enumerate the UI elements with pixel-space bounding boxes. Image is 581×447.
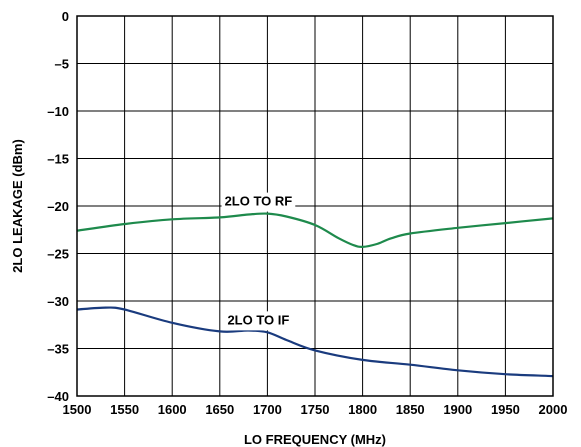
series-label-rf: 2LO TO RF <box>225 194 293 209</box>
x-tick-label: 1500 <box>63 402 92 417</box>
x-tick-label: 1700 <box>253 402 282 417</box>
series-label-background <box>221 192 296 212</box>
x-tick-label: 1650 <box>205 402 234 417</box>
series-label-if: 2LO TO IF <box>227 312 289 327</box>
grid <box>76 15 554 397</box>
x-tick-label: 1800 <box>348 402 377 417</box>
y-tick-label: –35 <box>47 342 69 357</box>
y-tick-label: –25 <box>47 247 69 262</box>
y-tick-label: –15 <box>47 152 69 167</box>
series-lines <box>76 212 554 378</box>
y-tick-label: –40 <box>47 389 69 404</box>
series-line-if <box>76 306 554 378</box>
plot-frame <box>76 15 554 397</box>
series-label-background <box>224 311 293 331</box>
y-tick-label: –20 <box>47 199 69 214</box>
y-tick-label: –30 <box>47 294 69 309</box>
x-axis-title: LO FREQUENCY (MHz) <box>244 432 386 447</box>
x-tick-label: 2000 <box>539 402 568 417</box>
x-tick-label: 1950 <box>491 402 520 417</box>
x-tick-label: 1750 <box>301 402 330 417</box>
series-line-rf <box>76 212 554 249</box>
tick-labels: 1500 1550 1600 1650 1700 1750 1800 1850 1900 1950… <box>47 9 567 417</box>
x-tick-label: 1850 <box>396 402 425 417</box>
y-tick-label: –10 <box>47 104 69 119</box>
x-tick-label: 1550 <box>110 402 139 417</box>
y-axis-title: 2LO LEAKAGE (dBm) <box>10 139 25 273</box>
y-tick-label: 0 <box>62 9 69 24</box>
x-tick-label: 1600 <box>158 402 187 417</box>
y-tick-label: –5 <box>55 57 69 72</box>
series-labels: 2LO TO RF 2LO TO IF <box>221 192 296 331</box>
x-tick-label: 1900 <box>443 402 472 417</box>
